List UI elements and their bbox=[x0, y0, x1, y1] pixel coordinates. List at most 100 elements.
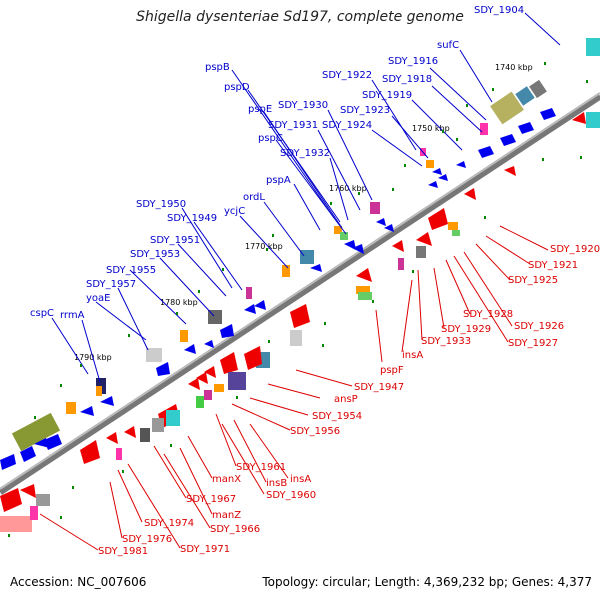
accession-text: Accession: NC_007606 bbox=[10, 575, 147, 589]
gene-label[interactable]: SDY_1967 bbox=[186, 494, 236, 505]
gene-label[interactable]: rrmA bbox=[60, 310, 85, 321]
gene-box bbox=[358, 292, 372, 300]
gene-arrow bbox=[80, 440, 100, 464]
gene-label[interactable]: pspF bbox=[380, 365, 404, 376]
reverse-features bbox=[0, 112, 600, 532]
gene-label[interactable]: SDY_1930 bbox=[278, 100, 328, 111]
gene-label[interactable]: SDY_1951 bbox=[150, 235, 200, 246]
gene-label[interactable]: SDY_1933 bbox=[421, 336, 471, 347]
gene-box bbox=[146, 348, 162, 362]
gene-label[interactable]: SDY_1926 bbox=[514, 321, 564, 332]
gene-arrow bbox=[204, 340, 214, 348]
gene-arrow bbox=[456, 161, 466, 168]
gene-label[interactable]: SDY_1957 bbox=[86, 279, 136, 290]
gene-label[interactable]: SDY_1921 bbox=[528, 260, 578, 271]
gene-box bbox=[426, 160, 434, 168]
gene-arrow bbox=[220, 352, 238, 374]
gene-label[interactable]: SDY_1923 bbox=[340, 105, 390, 116]
gene-arrow bbox=[188, 378, 200, 390]
gene-arrow bbox=[34, 438, 50, 448]
gene-label[interactable]: SDY_1918 bbox=[382, 74, 432, 85]
gene-arrow bbox=[100, 396, 114, 406]
kbp-label-1760: 1760 kbp bbox=[329, 184, 367, 193]
gene-label[interactable]: SDY_1947 bbox=[354, 382, 404, 393]
gene-arrow bbox=[0, 454, 16, 470]
gene-label[interactable]: SDY_1950 bbox=[136, 199, 186, 210]
gene-box bbox=[340, 232, 348, 240]
gene-label[interactable]: SDY_1956 bbox=[290, 426, 340, 437]
gene-label[interactable]: SDY_1966 bbox=[210, 524, 260, 535]
gene-box bbox=[300, 250, 314, 264]
gene-label[interactable]: SDY_1961 bbox=[236, 462, 286, 473]
gene-label[interactable]: pspD bbox=[224, 82, 250, 93]
gene-label[interactable]: SDY_1949 bbox=[167, 213, 217, 224]
gene-arrow bbox=[220, 324, 234, 338]
gene-label[interactable]: manX bbox=[212, 474, 241, 485]
gene-label[interactable]: SDY_1971 bbox=[180, 544, 230, 555]
gene-box bbox=[96, 386, 102, 396]
gene-label[interactable]: yoaE bbox=[86, 293, 110, 304]
gene-box bbox=[140, 428, 150, 442]
gene-box bbox=[246, 287, 252, 299]
gene-label[interactable]: SDY_1931 bbox=[268, 120, 318, 131]
gene-box bbox=[228, 372, 246, 390]
gene-arrow bbox=[0, 488, 22, 512]
gene-label[interactable]: ansP bbox=[334, 394, 358, 405]
gene-label[interactable]: cspC bbox=[30, 308, 54, 319]
gene-label[interactable]: SDY_1920 bbox=[550, 244, 600, 255]
genome-backbone-highlight bbox=[0, 92, 600, 490]
gene-label[interactable]: SDY_1974 bbox=[144, 518, 194, 529]
gene-box bbox=[586, 38, 600, 56]
gene-label[interactable]: insA bbox=[290, 474, 311, 485]
gene-label[interactable]: pspC bbox=[258, 133, 283, 144]
forward-leaders bbox=[51, 12, 561, 383]
gene-label[interactable]: SDY_1960 bbox=[266, 490, 316, 501]
gene-arrow bbox=[438, 174, 448, 181]
gene-label[interactable]: manZ bbox=[212, 510, 241, 521]
gene-arrow bbox=[352, 244, 364, 254]
gene-arrow bbox=[156, 362, 170, 376]
gene-arrow bbox=[384, 224, 394, 232]
gene-label[interactable]: insA bbox=[402, 350, 423, 361]
gene-box bbox=[480, 123, 488, 135]
gene-box bbox=[370, 202, 380, 214]
gene-label[interactable]: SDY_1904 bbox=[474, 5, 524, 16]
gene-arrow bbox=[392, 240, 404, 252]
gene-label[interactable]: pspA bbox=[266, 175, 291, 186]
gene-arrow bbox=[464, 188, 476, 200]
gene-label[interactable]: sufC bbox=[437, 40, 459, 51]
gene-label[interactable]: SDY_1953 bbox=[130, 249, 180, 260]
gene-arrow bbox=[290, 304, 310, 328]
gene-label[interactable]: SDY_1929 bbox=[441, 324, 491, 335]
gene-label[interactable]: SDY_1922 bbox=[322, 70, 372, 81]
gene-label[interactable]: SDY_1916 bbox=[388, 56, 438, 67]
gene-label[interactable]: pspE bbox=[248, 104, 272, 115]
gene-box bbox=[356, 286, 370, 294]
gene-label[interactable]: SDY_1955 bbox=[106, 265, 156, 276]
gene-label[interactable]: SDY_1924 bbox=[322, 120, 372, 131]
gene-label[interactable]: ycjC bbox=[224, 206, 245, 217]
gene-arrow bbox=[500, 134, 516, 146]
gene-box bbox=[180, 330, 188, 342]
forward-features bbox=[0, 38, 600, 470]
gene-box bbox=[452, 230, 460, 236]
gene-label[interactable]: pspB bbox=[205, 62, 230, 73]
gene-arrow bbox=[244, 304, 256, 314]
gene-label[interactable]: SDY_1932 bbox=[280, 148, 330, 159]
gene-label[interactable]: SDY_1919 bbox=[362, 90, 412, 101]
gene-label[interactable]: SDY_1928 bbox=[463, 309, 513, 320]
gene-label[interactable]: ordL bbox=[243, 192, 265, 203]
gene-arrow bbox=[244, 346, 262, 370]
gene-label[interactable]: insB bbox=[266, 478, 287, 489]
gene-label[interactable]: SDY_1954 bbox=[312, 411, 362, 422]
kbp-label-1780: 1780 kbp bbox=[160, 298, 198, 307]
gene-box bbox=[11, 412, 61, 452]
gene-label[interactable]: SDY_1927 bbox=[508, 338, 558, 349]
gene-box bbox=[586, 112, 600, 128]
gene-label[interactable]: SDY_1925 bbox=[508, 275, 558, 286]
gene-box bbox=[0, 516, 32, 532]
gene-label[interactable]: SDY_1981 bbox=[98, 546, 148, 557]
gene-label[interactable]: SDY_1976 bbox=[122, 534, 172, 545]
